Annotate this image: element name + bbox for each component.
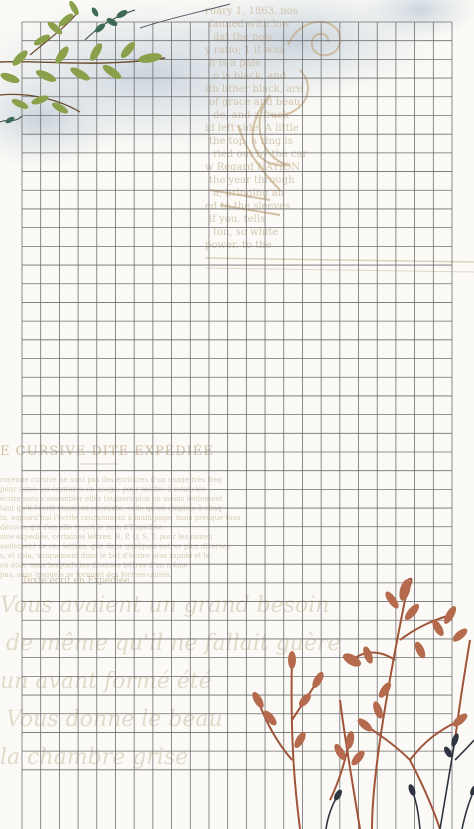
script-line: un avant formé été <box>0 669 212 694</box>
vintage-text-top: ruary 1, 1863. nos fanned with low dat the… <box>204 6 307 251</box>
vintage-line: a, bringing an <box>213 188 285 199</box>
script-line: Vous avaient un grand besoin <box>0 593 329 618</box>
vintage-line: ton, so white <box>213 227 278 238</box>
vintage-line: ruary 1, 1863. nos <box>205 6 298 17</box>
vintage-line: if you. tells <box>209 214 265 225</box>
vintage-line: id left side. A little <box>205 123 299 134</box>
vintage-line: en étés, sous lesquels les diverses lett… <box>0 562 188 570</box>
vintage-line: power. to the <box>205 240 272 251</box>
vintage-line: ried out by the car <box>213 149 307 160</box>
vintage-line: the top, a ring is <box>209 136 293 147</box>
vintage-line: ed to the sleeves <box>205 201 290 212</box>
twig-leaves <box>252 579 468 766</box>
vintage-line: y ratio; 1 it was <box>204 45 284 56</box>
vintage-caption: Texte écrit en Expédiée <box>22 575 130 586</box>
script-line: de même qu'il ne fallait guère <box>6 631 341 656</box>
vintage-line: ts, aujourd'hui l'écrite couramment à ma… <box>0 513 241 522</box>
vintage-line: royenne cursive ne sont pas des écriture… <box>0 476 222 484</box>
dark-buds <box>334 733 474 801</box>
vintage-line: dévotes qui s'en elle reçoit le nom d'Ex… <box>0 524 165 532</box>
script-line: la chambre grise <box>0 745 188 770</box>
vintage-line: écrite sans s'assembler elles toujours p… <box>0 495 223 503</box>
vintage-line: the year through <box>209 175 295 186</box>
vintage-line: dat the now <box>213 32 274 43</box>
vintage-heading: E CURSIVE DITE EXPÉDIÉE <box>0 443 214 459</box>
vintage-line: of grace and beau <box>209 97 301 108</box>
vintage-line: sive expédiée, certaines lettres: B, P, … <box>0 533 213 541</box>
ornament-flourish <box>209 20 342 216</box>
watercolor-wash <box>0 0 474 170</box>
vintage-script: Vous avaient un grand besoin de même qu'i… <box>0 593 341 770</box>
vintage-line: s, et cela, uniquement dans le but d'écr… <box>0 552 210 560</box>
leaf-branch-top-left <box>0 0 231 124</box>
twig-branch-bottom-right <box>257 577 471 829</box>
vintage-line: fanned with low <box>209 19 291 30</box>
vintage-line: pas, sous lesquels se forment des formes… <box>0 571 172 579</box>
grid-paper <box>21 21 453 829</box>
vintage-line: o is black, and <box>213 71 287 82</box>
vintage-line: h is a pale <box>209 58 261 69</box>
script-line: Vous donne le beau <box>6 707 223 732</box>
vintage-line: w Regard NATION <box>205 162 300 173</box>
vintage-line: ith lither black, are <box>205 84 303 95</box>
